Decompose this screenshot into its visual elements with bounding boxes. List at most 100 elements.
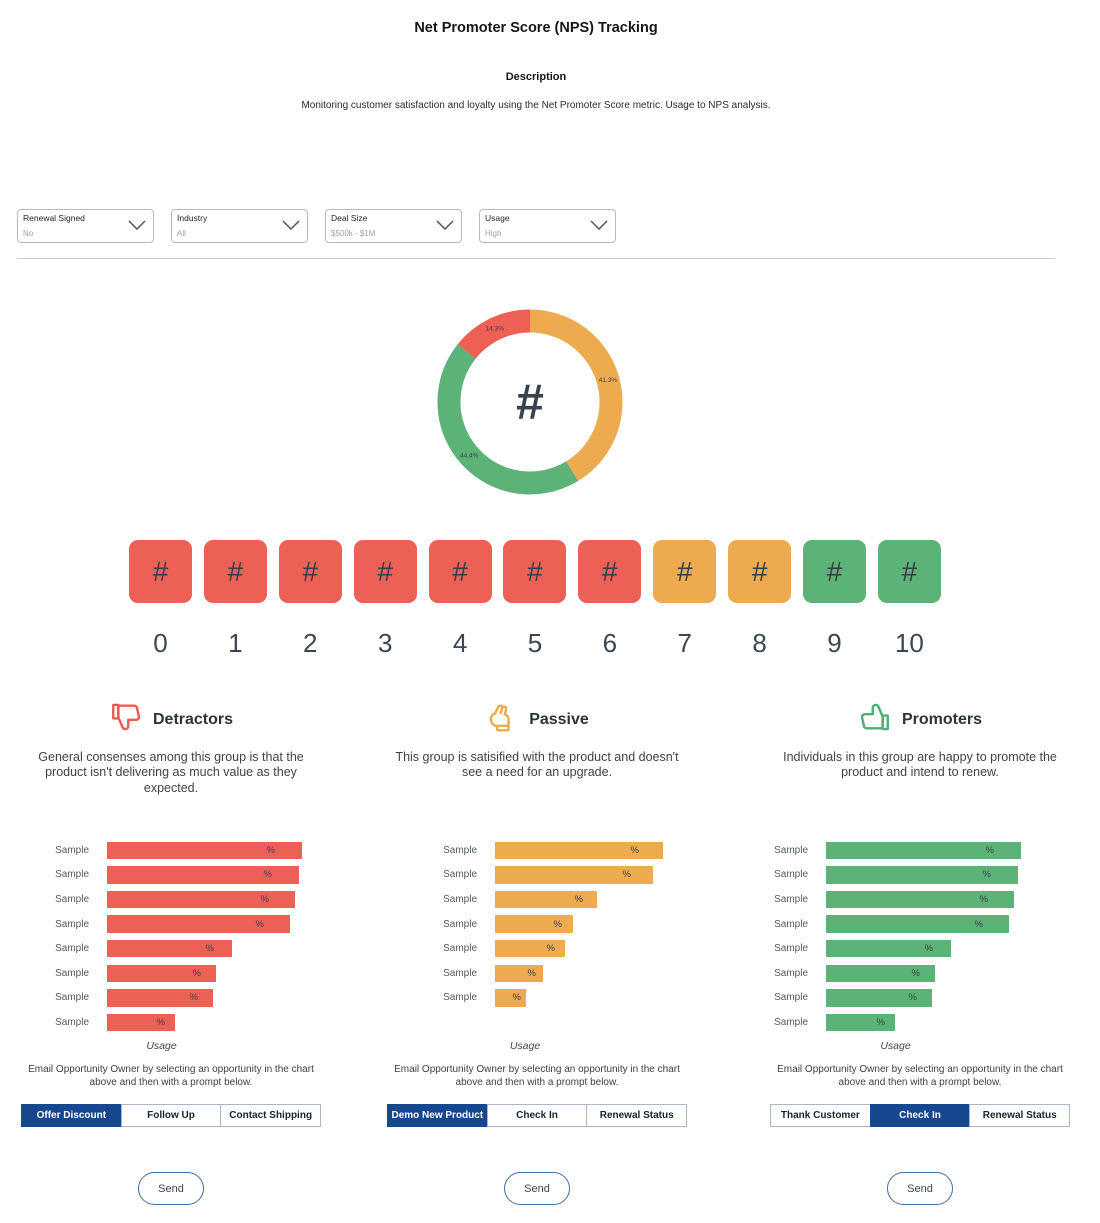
opportunity-bar[interactable]: % xyxy=(826,890,1014,909)
bar-category-label: Sample xyxy=(774,844,808,856)
bar-row: Sample% xyxy=(21,838,302,863)
bar-row: Sample% xyxy=(387,961,663,986)
opportunity-bar[interactable]: % xyxy=(826,841,1021,860)
bar-category-label: Sample xyxy=(55,992,89,1004)
bar-value-label: % xyxy=(205,943,214,955)
bar-row: Sample% xyxy=(21,1010,302,1035)
bar-value-label: % xyxy=(908,992,917,1004)
nps-score-cell-2: # xyxy=(278,540,342,603)
neutral-hand-icon xyxy=(485,700,519,739)
nps-score-number-9: 9 xyxy=(827,628,842,658)
opportunity-bar[interactable]: % xyxy=(107,1013,175,1032)
bar-row: Sample% xyxy=(770,912,1021,937)
opportunity-bar[interactable]: % xyxy=(107,939,232,958)
bar-row: Sample% xyxy=(770,961,1021,986)
opportunity-bar[interactable]: % xyxy=(826,939,951,958)
opportunity-bar[interactable]: % xyxy=(826,1013,895,1032)
filter-bar: Renewal Signed No Industry All Deal Size… xyxy=(17,209,616,243)
promoters-section: Promoters Individuals in this group are … xyxy=(770,690,1071,1223)
email-prompt-text: Email Opportunity Owner by selecting an … xyxy=(777,1064,1063,1088)
bar-value-label: % xyxy=(911,967,920,979)
bar-category-label: Sample xyxy=(774,992,808,1004)
opportunity-bar[interactable]: % xyxy=(495,915,573,933)
prompt-button-demo-new-product[interactable]: Demo New Product xyxy=(387,1104,488,1127)
bar-value-label: % xyxy=(876,1016,885,1028)
bar-value-label: % xyxy=(553,918,562,930)
nps-score-number-6: 6 xyxy=(602,628,618,658)
prompt-button-follow-up[interactable]: Follow Up xyxy=(120,1104,222,1127)
filter-selected-value: High xyxy=(485,229,502,238)
description-heading: Description xyxy=(505,71,567,83)
bar-row: Sample% xyxy=(21,912,302,937)
bar-value-label: % xyxy=(192,967,201,979)
opportunity-bar[interactable]: % xyxy=(495,964,543,983)
nps-score-number-5: 5 xyxy=(527,628,543,658)
opportunity-bar[interactable]: % xyxy=(107,866,299,884)
donut-segment-value: 44.4% xyxy=(460,452,479,459)
bar-category-label: Sample xyxy=(774,1016,808,1028)
opportunity-bar[interactable]: % xyxy=(107,964,216,983)
opportunity-bar[interactable]: % xyxy=(495,890,597,909)
opportunity-bar[interactable]: % xyxy=(107,989,213,1007)
prompt-button-check-in[interactable]: Check In xyxy=(486,1104,588,1127)
bar-category-label: Sample xyxy=(443,844,477,856)
filter-usage[interactable]: Usage High xyxy=(479,209,616,243)
bar-value-label: % xyxy=(527,967,536,979)
send-button[interactable]: Send xyxy=(887,1172,953,1205)
prompt-button-renewal-status[interactable]: Renewal Status xyxy=(586,1104,688,1127)
donut-segment-value: 41.3% xyxy=(599,377,618,384)
nps-score-cell-0: # xyxy=(129,540,192,603)
nps-score-cell-3: # xyxy=(353,540,417,603)
bar-row: Sample% xyxy=(770,1010,1021,1035)
opportunity-bar[interactable]: % xyxy=(495,841,663,860)
bar-category-label: Sample xyxy=(443,967,477,979)
opportunity-bar[interactable]: % xyxy=(495,939,565,958)
filter-label: Renewal Signed xyxy=(23,213,85,223)
opportunity-bar[interactable]: % xyxy=(826,866,1018,884)
bar-row: Sample% xyxy=(21,863,302,888)
opportunity-bar[interactable]: % xyxy=(495,989,526,1007)
promoters-bar-chart: Sample% Sample% Sample% Sample% Sample% Sampl… xyxy=(770,838,1021,1035)
opportunity-bar[interactable]: % xyxy=(495,866,653,884)
section-description: Individuals in this group are happy to p… xyxy=(783,750,1057,780)
bar-category-label: Sample xyxy=(443,992,477,1004)
prompt-button-renewal-status[interactable]: Renewal Status xyxy=(969,1104,1071,1127)
bar-row: Sample% xyxy=(21,887,302,912)
section-title: Promoters xyxy=(901,710,983,728)
bar-value-label: % xyxy=(260,893,269,905)
prompt-button-check-in[interactable]: Check In xyxy=(869,1104,971,1127)
bar-row: Sample% xyxy=(387,986,663,1011)
prompt-button-group: Demo New Product Check In Renewal Status xyxy=(387,1104,688,1127)
send-button[interactable]: Send xyxy=(504,1172,570,1205)
filter-industry[interactable]: Industry All xyxy=(171,209,308,243)
nps-score-cell-8: # xyxy=(728,540,792,603)
passive-bar-chart: Sample% Sample% Sample% Sample% Sample% Sampl… xyxy=(387,838,663,1010)
bar-value-label: % xyxy=(156,1016,165,1028)
nps-score-number-8: 8 xyxy=(752,628,767,658)
bar-value-label: % xyxy=(982,869,991,881)
prompt-button-thank-customer[interactable]: Thank Customer xyxy=(770,1104,871,1127)
prompt-button-offer-discount[interactable]: Offer Discount xyxy=(21,1104,122,1127)
prompt-button-contact-shipping[interactable]: Contact Shipping xyxy=(220,1104,322,1127)
opportunity-bar[interactable]: % xyxy=(107,841,302,860)
detractors-header: Detractors xyxy=(21,700,321,739)
prompt-button-group: Thank Customer Check In Renewal Status xyxy=(770,1104,1071,1127)
opportunity-bar[interactable]: % xyxy=(107,890,295,909)
opportunity-bar[interactable]: % xyxy=(826,989,932,1007)
filter-deal-size[interactable]: Deal Size $500k - $1M xyxy=(325,209,462,243)
opportunity-bar[interactable]: % xyxy=(107,915,290,933)
nps-score-cell-1: # xyxy=(203,540,267,603)
x-axis-label: Usage xyxy=(509,1040,541,1052)
filter-label: Industry xyxy=(177,213,208,223)
filter-selected-value: No xyxy=(23,229,34,238)
nps-score-number-3: 3 xyxy=(377,628,393,658)
bar-row: Sample% xyxy=(21,961,302,986)
detractors-section: Detractors General consenses among this … xyxy=(21,690,322,1223)
bar-row: Sample% xyxy=(21,986,302,1011)
nps-score-number-1: 1 xyxy=(228,628,243,658)
filter-renewal-signed[interactable]: Renewal Signed No xyxy=(17,209,154,243)
bar-value-label: % xyxy=(630,844,639,856)
send-button[interactable]: Send xyxy=(138,1172,204,1205)
opportunity-bar[interactable]: % xyxy=(826,915,1009,933)
opportunity-bar[interactable]: % xyxy=(826,964,935,983)
